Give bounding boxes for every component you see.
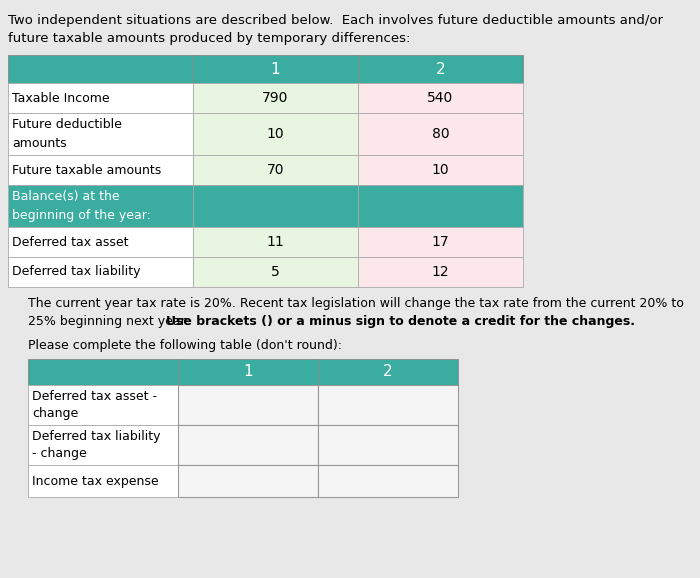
Text: Future deductible: Future deductible [12, 118, 122, 131]
Bar [318, 359, 458, 385]
Bar [358, 257, 523, 287]
Bar [193, 185, 358, 227]
Bar [8, 113, 193, 155]
Text: amounts: amounts [12, 137, 66, 150]
Bar [8, 55, 193, 83]
Text: Balance(s) at the: Balance(s) at the [12, 190, 120, 203]
Bar [8, 155, 193, 185]
Bar [28, 465, 178, 497]
Text: future taxable amounts produced by temporary differences:: future taxable amounts produced by tempo… [8, 32, 410, 45]
Bar [178, 385, 318, 425]
Bar [8, 185, 193, 227]
Text: Two independent situations are described below.  Each involves future deductible: Two independent situations are described… [8, 14, 663, 27]
Text: 2: 2 [435, 61, 445, 76]
Bar [8, 227, 193, 257]
Bar [358, 155, 523, 185]
Bar [358, 113, 523, 155]
Text: Taxable Income: Taxable Income [12, 91, 110, 105]
Bar [358, 185, 523, 227]
Text: 10: 10 [267, 127, 284, 141]
Bar [358, 83, 523, 113]
Bar [28, 425, 178, 465]
Text: beginning of the year:: beginning of the year: [12, 209, 151, 222]
Text: Income tax expense: Income tax expense [32, 475, 159, 487]
Text: Deferred tax liability: Deferred tax liability [12, 265, 141, 279]
Bar [318, 425, 458, 465]
Bar [358, 55, 523, 83]
Bar [8, 83, 193, 113]
Bar [178, 425, 318, 465]
Bar [28, 385, 178, 425]
Text: Deferred tax asset -: Deferred tax asset - [32, 390, 157, 403]
Text: 1: 1 [243, 365, 253, 380]
Bar [193, 83, 358, 113]
Text: The current year tax rate is 20%. Recent tax legislation will change the tax rat: The current year tax rate is 20%. Recent… [28, 297, 684, 310]
Bar [318, 465, 458, 497]
Bar [28, 359, 178, 385]
Text: 11: 11 [267, 235, 284, 249]
Bar [193, 227, 358, 257]
Bar [193, 55, 358, 83]
Text: Deferred tax liability: Deferred tax liability [32, 429, 160, 443]
Text: 80: 80 [432, 127, 449, 141]
Bar [193, 113, 358, 155]
Text: Use brackets () or a minus sign to denote a credit for the changes.: Use brackets () or a minus sign to denot… [165, 315, 634, 328]
Text: Deferred tax asset: Deferred tax asset [12, 235, 129, 249]
Text: 1: 1 [271, 61, 280, 76]
Bar [318, 385, 458, 425]
Text: 790: 790 [262, 91, 288, 105]
Text: 12: 12 [432, 265, 449, 279]
Bar [193, 155, 358, 185]
Text: 17: 17 [432, 235, 449, 249]
Bar [193, 257, 358, 287]
Text: 5: 5 [271, 265, 280, 279]
Text: Please complete the following table (don't round):: Please complete the following table (don… [28, 339, 342, 352]
Bar [178, 465, 318, 497]
Text: Future taxable amounts: Future taxable amounts [12, 164, 161, 176]
Text: 10: 10 [432, 163, 449, 177]
Text: change: change [32, 407, 78, 420]
Bar [178, 359, 318, 385]
Text: - change: - change [32, 447, 87, 460]
Text: 2: 2 [383, 365, 393, 380]
Bar [358, 227, 523, 257]
Text: 540: 540 [428, 91, 454, 105]
Bar [8, 257, 193, 287]
Text: 70: 70 [267, 163, 284, 177]
Text: 25% beginning next year.: 25% beginning next year. [28, 315, 192, 328]
